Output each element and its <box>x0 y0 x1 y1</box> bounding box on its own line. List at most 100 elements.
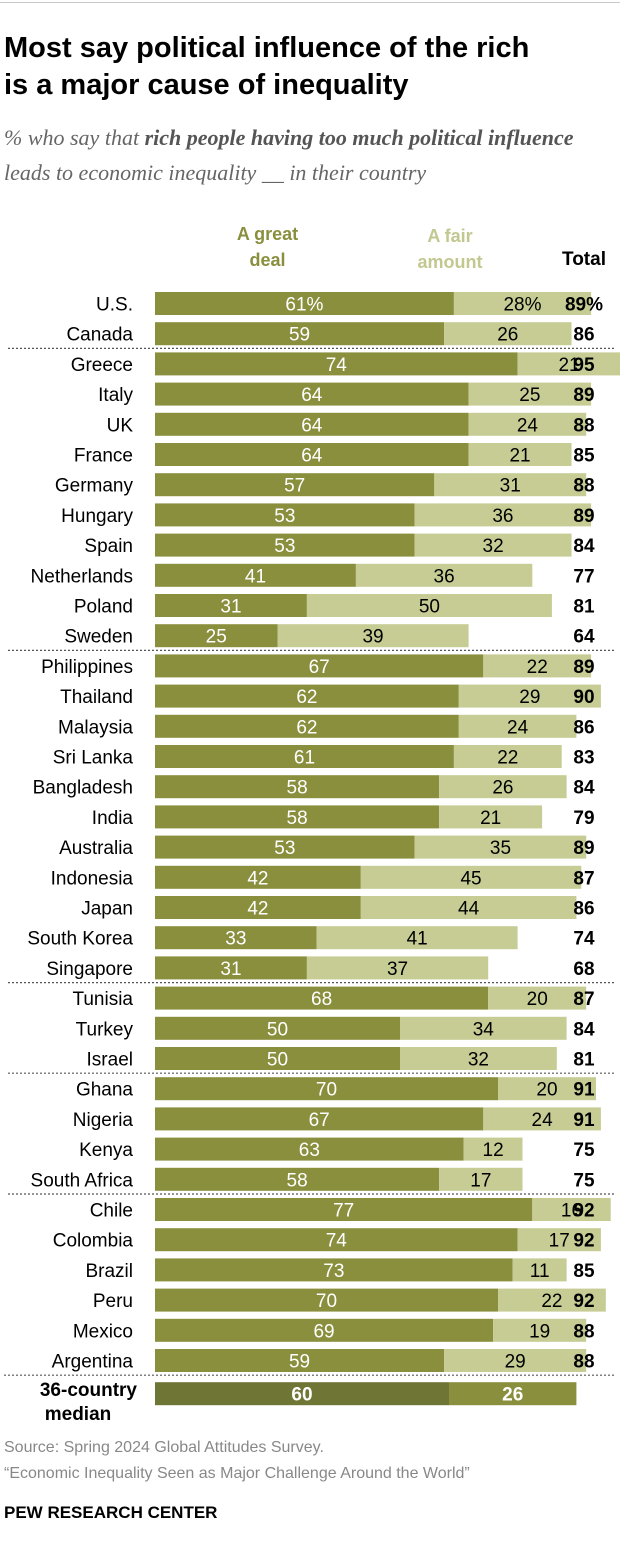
total-value: 89 <box>573 385 594 406</box>
source-line-1: Source: Spring 2024 Global Attitudes Sur… <box>4 1439 324 1456</box>
bar-great-deal <box>155 956 307 980</box>
country-label: Spain <box>84 536 133 557</box>
bar-fair-amount <box>498 1077 596 1101</box>
bar-great-deal <box>155 1167 440 1191</box>
bar-great-deal <box>155 1077 498 1101</box>
country-label: Philippines <box>41 657 133 678</box>
bar-great-deal <box>155 986 489 1010</box>
value-label-great-deal: 64 <box>301 385 323 406</box>
value-label-great-deal: 61% <box>285 295 323 316</box>
bar-fair-amount <box>360 896 577 919</box>
value-label-fair-amount: 22 <box>527 657 548 678</box>
value-label-fair-amount: 20 <box>536 1080 557 1101</box>
country-label: Japan <box>81 899 133 920</box>
bar-fair-amount <box>360 865 582 889</box>
value-label-great-deal: 57 <box>284 476 305 497</box>
value-label-fair-amount: 22 <box>541 1291 562 1312</box>
country-label: Mexico <box>73 1321 133 1342</box>
country-label: U.S. <box>96 295 133 316</box>
total-value: 64 <box>573 627 595 648</box>
value-label-great-deal: 33 <box>225 929 246 950</box>
value-label-fair-amount: 50 <box>419 597 440 618</box>
value-label-fair-amount: 35 <box>490 838 511 859</box>
country-label: Netherlands <box>31 566 133 587</box>
country-label: Italy <box>98 385 133 406</box>
subtitle-emphasis: rich people having too much political in… <box>144 125 574 150</box>
bar-great-deal <box>155 412 469 436</box>
bar-great-deal <box>155 1318 494 1342</box>
value-label-great-deal: 58 <box>287 778 308 799</box>
country-label: South Korea <box>27 929 133 950</box>
value-label-great-deal: 70 <box>316 1291 337 1312</box>
value-label-fair-amount: 29 <box>519 687 540 708</box>
value-label-fair-amount: 20 <box>527 989 548 1010</box>
bar-fair-amount <box>277 624 469 648</box>
total-value: 85 <box>573 446 595 467</box>
value-label-great-deal: 42 <box>247 899 268 920</box>
legend-great-deal-line-2: deal <box>249 250 286 270</box>
country-label: Greece <box>71 355 133 376</box>
value-label-great-deal: 59 <box>289 325 310 346</box>
value-label-great-deal: 67 <box>309 1110 330 1131</box>
value-label-fair-amount: 44 <box>458 899 480 920</box>
value-label-great-deal: 31 <box>220 597 241 618</box>
bar-great-deal <box>155 1349 445 1372</box>
bar-fair-amount <box>400 1047 557 1070</box>
legend-total: Total <box>562 249 606 270</box>
total-value: 86 <box>573 717 594 738</box>
value-label-great-deal: 58 <box>287 808 308 829</box>
value-label-great-deal: 77 <box>333 1201 354 1222</box>
legend-fair-amount: A fair amount <box>395 223 505 275</box>
country-label: Germany <box>55 476 134 497</box>
total-value: 88 <box>573 1352 594 1373</box>
bar-fair-amount <box>463 1137 523 1161</box>
bar-fair-amount <box>434 473 587 497</box>
bar-great-deal <box>155 926 317 950</box>
bar-fair-amount <box>414 533 572 557</box>
bar-fair-amount <box>444 1349 587 1372</box>
bar-fair-amount <box>444 322 572 346</box>
bar-great-deal <box>155 352 518 376</box>
total-value: 91 <box>573 1080 595 1101</box>
bar-fair-amount <box>453 292 592 315</box>
bar-fair-amount <box>493 1318 587 1342</box>
bar-great-deal <box>155 533 415 557</box>
country-label: Bangladesh <box>33 778 133 799</box>
value-label-great-deal: 50 <box>267 1050 288 1071</box>
value-label-great-deal: 73 <box>323 1261 344 1282</box>
value-label-great-deal: 61 <box>294 748 315 769</box>
total-value: 77 <box>573 566 594 587</box>
bar-fair-amount <box>316 926 518 950</box>
total-value: 87 <box>573 989 594 1010</box>
value-label-fair-amount: 29 <box>505 1352 526 1373</box>
value-label-great-deal: 41 <box>245 566 266 587</box>
bar-great-deal <box>155 322 445 346</box>
bar-fair-amount <box>517 352 620 376</box>
total-value: 83 <box>573 748 594 769</box>
pew-brand: PEW RESEARCH CENTER <box>4 1503 218 1522</box>
source-note: Source: Spring 2024 Global Attitudes Sur… <box>4 1435 614 1487</box>
bar-fair-amount <box>458 714 577 738</box>
median-value-great-deal: 60 <box>291 1385 312 1406</box>
value-label-fair-amount: 31 <box>500 476 521 497</box>
bar-great-deal <box>155 775 440 799</box>
value-label-fair-amount: 32 <box>483 536 504 557</box>
country-label: Peru <box>93 1291 133 1312</box>
value-label-great-deal: 68 <box>311 989 332 1010</box>
bar-great-deal <box>155 654 484 678</box>
value-label-great-deal: 53 <box>274 536 295 557</box>
bar-fair-amount <box>483 1107 601 1131</box>
total-value: 68 <box>573 959 594 980</box>
bar-great-deal <box>155 835 415 859</box>
value-label-fair-amount: 16 <box>561 1201 582 1222</box>
total-value: 95 <box>573 355 595 376</box>
total-value: 81 <box>573 597 595 618</box>
legend-great-deal-line-1: A great <box>236 224 299 244</box>
median-label-line-2: median <box>45 1404 112 1425</box>
value-label-fair-amount: 26 <box>492 778 513 799</box>
chart-subtitle: % who say that rich people having too mu… <box>4 120 614 190</box>
bar-great-deal <box>155 714 459 738</box>
value-label-fair-amount: 36 <box>492 506 513 527</box>
value-label-great-deal: 53 <box>274 506 295 527</box>
